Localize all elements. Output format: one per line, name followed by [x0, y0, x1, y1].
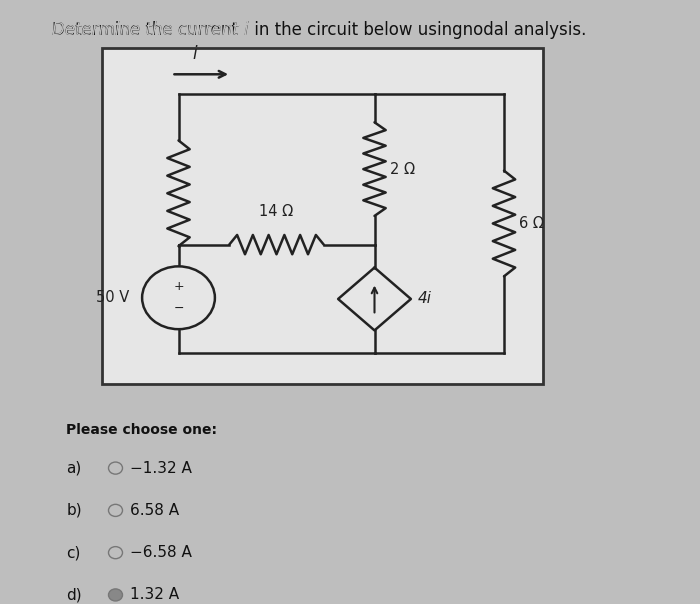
Text: Please choose one:: Please choose one: — [66, 423, 218, 437]
Text: 6.58 A: 6.58 A — [130, 503, 178, 518]
Text: d): d) — [66, 588, 82, 602]
Text: −: − — [174, 302, 183, 315]
Text: Determine the current: Determine the current — [52, 21, 244, 39]
Text: −6.58 A: −6.58 A — [130, 545, 191, 560]
Text: 1.32 A: 1.32 A — [130, 588, 178, 602]
Text: Determine the current: Determine the current — [52, 21, 244, 39]
Text: 14 Ω: 14 Ω — [260, 204, 293, 219]
Text: a): a) — [66, 461, 82, 475]
Text: in the circuit below using​nodal analysis.: in the circuit below using​nodal analysi… — [249, 21, 587, 39]
Text: b): b) — [66, 503, 82, 518]
Text: −1.32 A: −1.32 A — [130, 461, 191, 475]
Text: c): c) — [66, 545, 81, 560]
Text: i: i — [244, 21, 248, 39]
Text: Determine the current i: Determine the current i — [52, 21, 249, 39]
Text: 6 Ω: 6 Ω — [519, 216, 545, 231]
Polygon shape — [338, 268, 411, 330]
Text: 2 Ω: 2 Ω — [390, 162, 415, 176]
Text: 50 V: 50 V — [97, 291, 130, 305]
Circle shape — [142, 266, 215, 329]
Text: +: + — [173, 280, 184, 294]
Text: i: i — [192, 45, 197, 63]
Bar — [102, 48, 542, 384]
Text: 4i: 4i — [418, 292, 432, 306]
Circle shape — [108, 589, 122, 601]
